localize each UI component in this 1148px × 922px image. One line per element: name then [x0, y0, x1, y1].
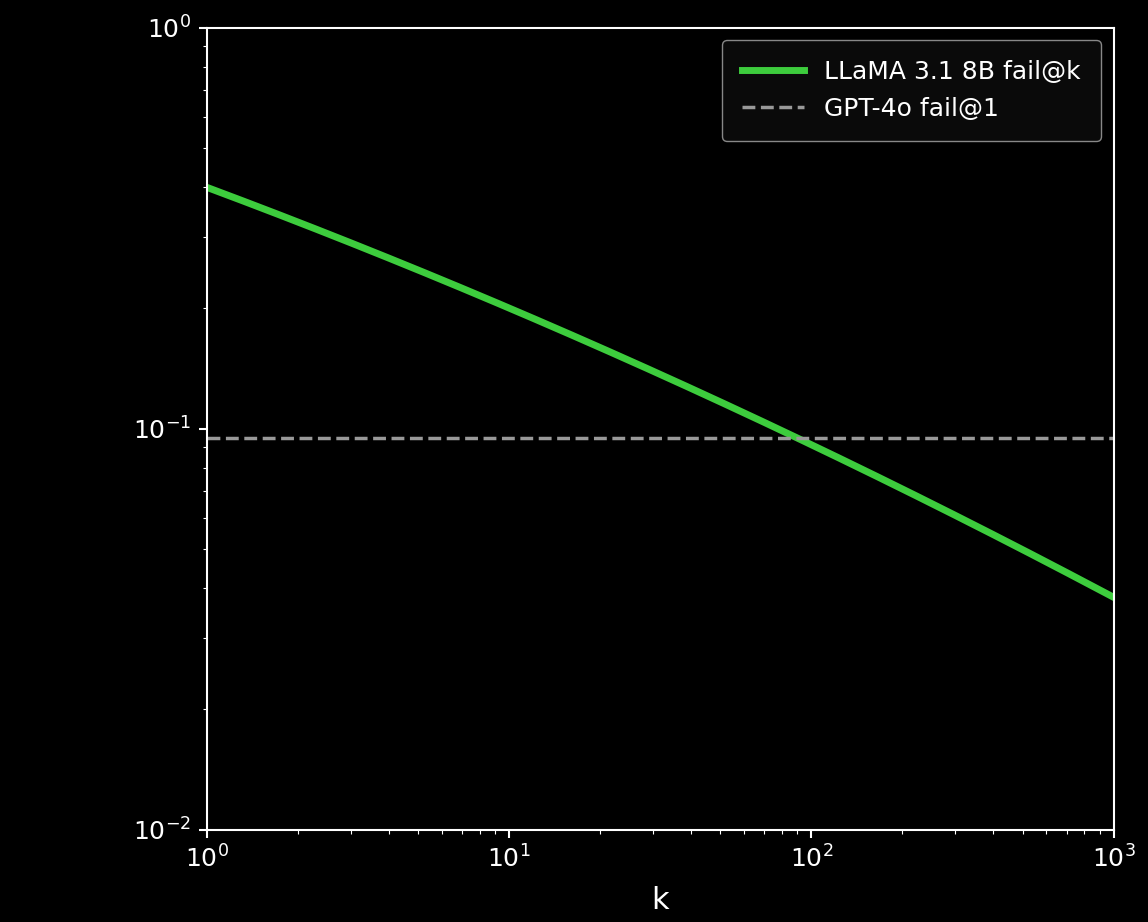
GPT-4o fail@1	[200, 432, 214, 443]
Line: LLaMA 3.1 8B fail@k: LLaMA 3.1 8B fail@k	[207, 187, 1114, 597]
LLaMA 3.1 8B fail@k	[630, 359, 644, 370]
LLaMA 3.1 8B fail@k	[1107, 592, 1120, 603]
LLaMA 3.1 8B fail@k	[944, 507, 957, 518]
LLaMA 3.1 8B fail@k	[1085, 580, 1099, 591]
LLaMA 3.1 8B fail@k	[200, 182, 214, 193]
LLaMA 3.1 8B fail@k	[739, 408, 753, 420]
Legend: LLaMA 3.1 8B fail@k, GPT-4o fail@1: LLaMA 3.1 8B fail@k, GPT-4o fail@1	[722, 41, 1101, 141]
LLaMA 3.1 8B fail@k	[690, 385, 704, 396]
X-axis label: k: k	[651, 886, 669, 916]
LLaMA 3.1 8B fail@k	[636, 361, 650, 372]
